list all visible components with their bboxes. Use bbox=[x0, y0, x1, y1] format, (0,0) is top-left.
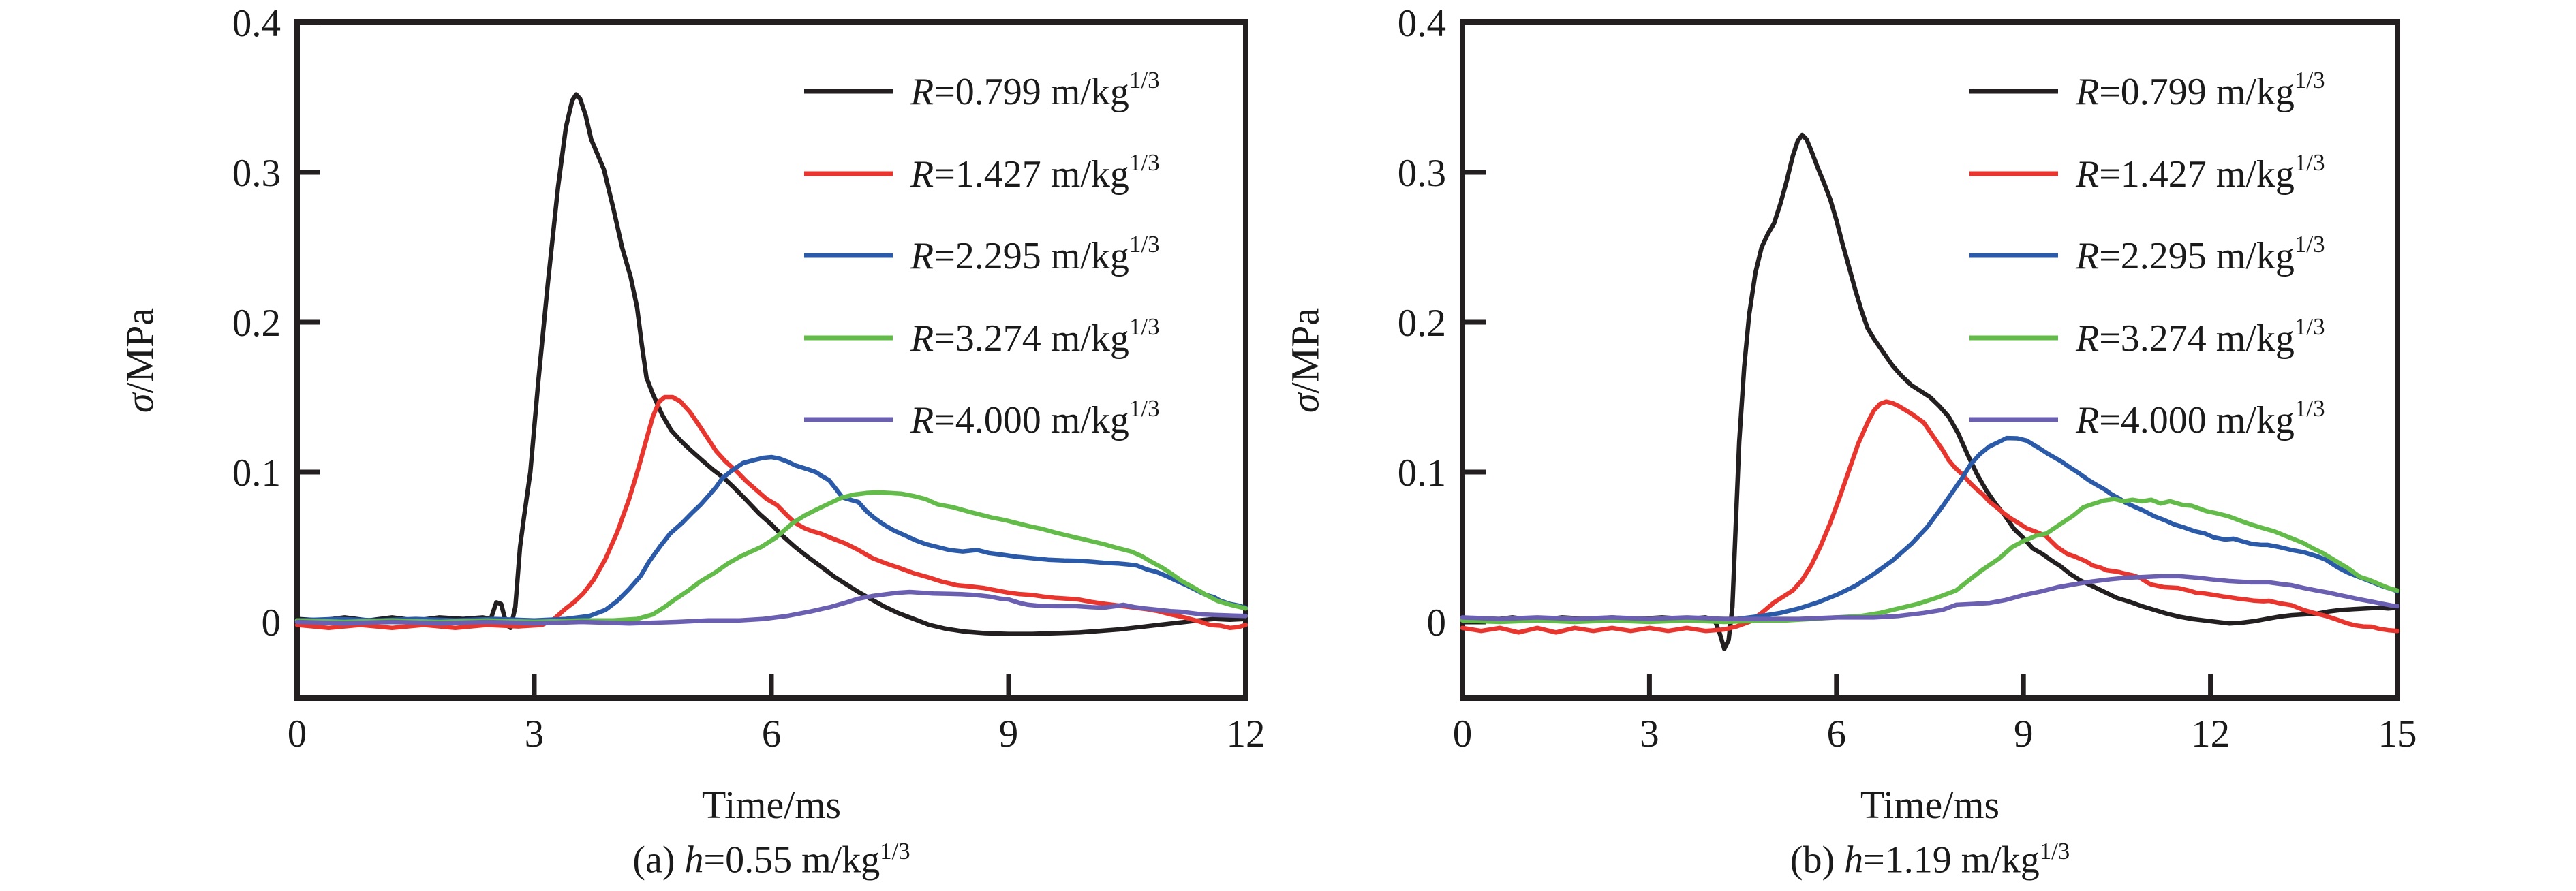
x-tick-label: 3 bbox=[1640, 713, 1659, 755]
y-tick-label: 0.3 bbox=[1398, 152, 1446, 195]
x-tick-label: 15 bbox=[2378, 713, 2417, 755]
legend: R=0.799 m/kg1/3 R=1.427 m/kg1/3 R=2.295 m/… bbox=[804, 67, 1160, 441]
y-tick-label: 0.2 bbox=[232, 302, 281, 345]
legend-label: R=0.799 m/kg1/3 bbox=[910, 67, 1160, 113]
legend-label: R=0.799 m/kg1/3 bbox=[2075, 67, 2325, 113]
legend-label: R=3.274 m/kg1/3 bbox=[910, 313, 1160, 360]
y-tick-label: 0.3 bbox=[232, 152, 281, 195]
legend-label: R=3.274 m/kg1/3 bbox=[2075, 313, 2325, 360]
curve-2.295 bbox=[294, 454, 1248, 623]
curve-4.000 bbox=[294, 589, 1248, 626]
legend-label: R=2.295 m/kg1/3 bbox=[910, 231, 1160, 277]
chart-a: 0 3 6 9 12 0 0.1 0.2 0.3 0.4 R=0.799 m/kg1/3 R=1.42… bbox=[232, 2, 1266, 755]
x-tick-label: 0 bbox=[288, 713, 307, 755]
y-tick-label: 0 bbox=[262, 601, 281, 644]
y-tick-label: 0.4 bbox=[1398, 2, 1446, 45]
y-tick-label: 0.1 bbox=[232, 452, 281, 495]
y-axis-label-a: σ/MPa bbox=[117, 307, 162, 413]
x-tick-label: 9 bbox=[2014, 713, 2034, 755]
legend-label: R=2.295 m/kg1/3 bbox=[2075, 231, 2325, 277]
curve-2.295 bbox=[1460, 435, 2400, 623]
x-tick-label: 12 bbox=[1227, 713, 1266, 755]
plot-frame bbox=[1460, 19, 2400, 701]
curve-1.427 bbox=[1460, 399, 2400, 635]
plot-frame bbox=[294, 19, 1248, 701]
x-tick-label: 12 bbox=[2191, 713, 2230, 755]
x-tick-label: 6 bbox=[762, 713, 782, 755]
x-axis-label-b: Time/ms bbox=[1860, 783, 2000, 827]
x-axis-label-a: Time/ms bbox=[701, 783, 842, 827]
legend-label: R=1.427 m/kg1/3 bbox=[2075, 149, 2325, 196]
curve-1.427 bbox=[294, 394, 1248, 631]
curve-3.274 bbox=[1460, 497, 2400, 625]
curve-0.799 bbox=[1460, 132, 2400, 651]
y-tick-label: 0 bbox=[1427, 601, 1447, 644]
legend-label: R=4.000 m/kg1/3 bbox=[2075, 395, 2325, 441]
y-axis-label-b: σ/MPa bbox=[1283, 307, 1328, 413]
y-tick-label: 0.1 bbox=[1398, 452, 1446, 495]
x-tick-label: 0 bbox=[1453, 713, 1473, 755]
x-tick-label: 9 bbox=[999, 713, 1019, 755]
chart-b: 0 3 6 9 12 15 0 0.1 0.2 0.3 0.4 R=0.799 m/kg1/3 R=1.… bbox=[1398, 2, 2417, 755]
curve-3.274 bbox=[294, 490, 1248, 625]
legend-label: R=1.427 m/kg1/3 bbox=[910, 149, 1160, 196]
legend: R=0.799 m/kg1/3 R=1.427 m/kg1/3 R=2.295 m/… bbox=[1969, 67, 2325, 441]
y-tick-label: 0.2 bbox=[1398, 302, 1446, 345]
legend-label: R=4.000 m/kg1/3 bbox=[910, 395, 1160, 441]
caption-a: (a) h=0.55 m/kg1/3 bbox=[632, 838, 910, 881]
x-tick-label: 3 bbox=[525, 713, 545, 755]
caption-b: (b) h=1.19 m/kg1/3 bbox=[1790, 838, 2070, 881]
x-tick-label: 6 bbox=[1827, 713, 1847, 755]
y-tick-label: 0.4 bbox=[232, 2, 281, 45]
curve-4.000 bbox=[1460, 574, 2400, 621]
